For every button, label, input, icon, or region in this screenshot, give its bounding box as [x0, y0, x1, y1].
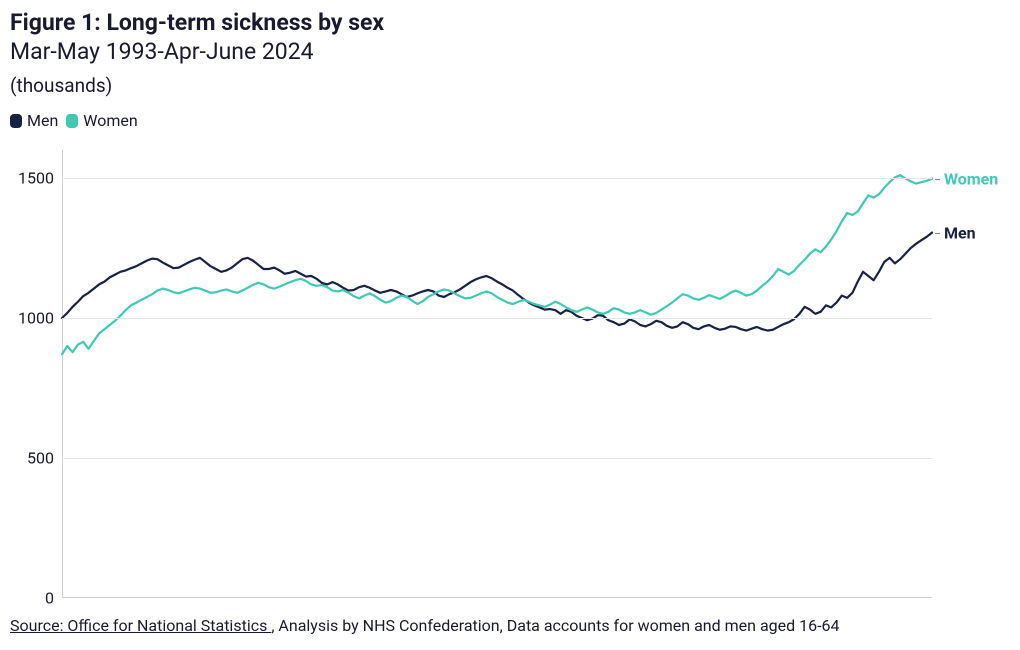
series-line-women — [62, 175, 932, 354]
series-end-dash — [935, 179, 940, 180]
series-line-men — [62, 233, 932, 331]
chart-unit: (thousands) — [10, 74, 1010, 97]
source-link[interactable]: Source: Office for National Statistics — [10, 616, 271, 635]
series-end-label-men: Men — [944, 223, 976, 242]
y-tick-label: 0 — [45, 589, 54, 608]
legend-item-men: Men — [10, 111, 58, 130]
footer-rest: , Analysis by NHS Confederation, Data ac… — [271, 616, 839, 635]
y-tick-label: 1000 — [18, 309, 54, 328]
legend-swatch-men — [10, 114, 22, 128]
y-tick-label: 1500 — [18, 169, 54, 188]
chart-area: 0 500 1000 1500 Men Women — [10, 150, 1010, 610]
series-end-dash — [935, 233, 940, 234]
gridline — [62, 458, 932, 459]
gridline — [62, 318, 932, 319]
gridline — [62, 178, 932, 179]
legend-swatch-women — [66, 114, 78, 128]
chart-subtitle: Mar-May 1993-Apr-June 2024 — [10, 38, 1010, 66]
chart-footer: Source: Office for National Statistics ,… — [10, 616, 1010, 635]
legend-label-men: Men — [27, 111, 58, 130]
legend: Men Women — [10, 111, 1010, 130]
series-end-label-women: Women — [944, 169, 998, 188]
plot-svg — [62, 150, 932, 598]
chart-title: Figure 1: Long-term sickness by sex — [10, 10, 1010, 36]
y-tick-label: 500 — [27, 449, 54, 468]
legend-label-women: Women — [83, 111, 137, 130]
legend-item-women: Women — [66, 111, 137, 130]
